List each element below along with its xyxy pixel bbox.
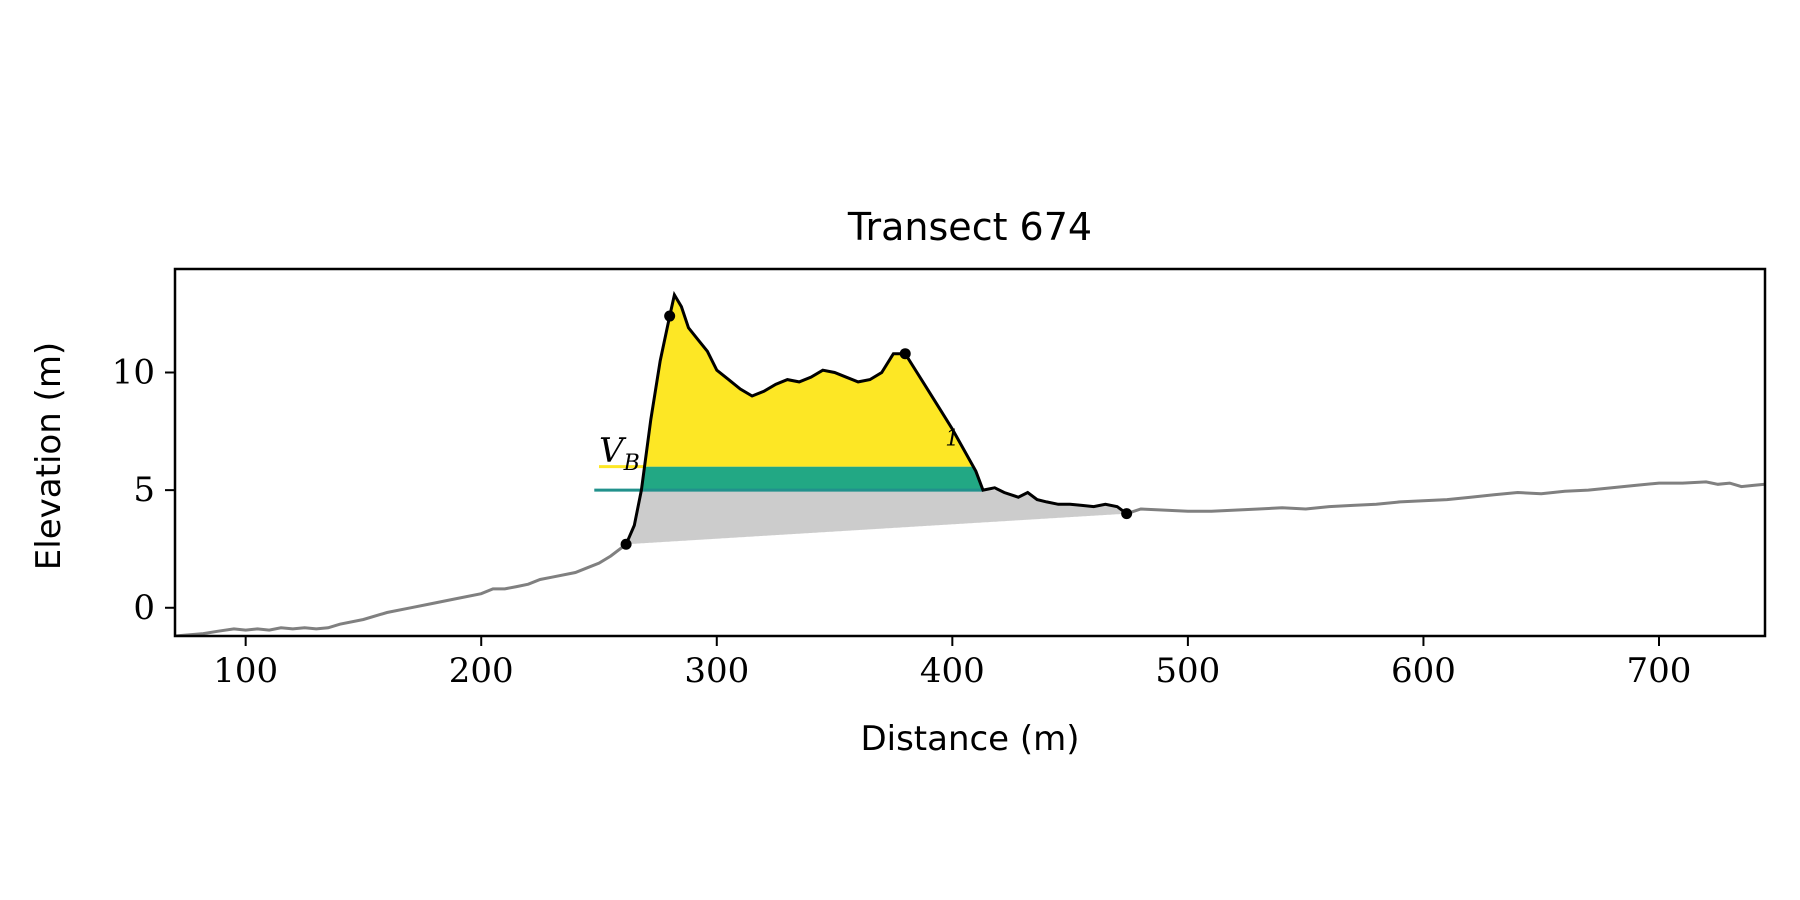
- profile-lines: [175, 290, 1765, 636]
- volume-between-fill: [641, 466, 983, 491]
- annotation-2: 1: [945, 426, 959, 451]
- x-tick-label: 700: [1627, 651, 1692, 691]
- x-tick-label: 600: [1391, 651, 1456, 691]
- annotation-subscript: 1: [945, 426, 959, 451]
- water-level-lines: [594, 465, 983, 492]
- chart-title: Transect 674: [847, 205, 1092, 249]
- y-axis-label: Elevation (m): [29, 342, 69, 570]
- x-tick-label: 200: [449, 651, 514, 691]
- key-point-1: [620, 538, 632, 550]
- x-tick-label: 400: [920, 651, 985, 691]
- y-tick-label: 0: [133, 588, 155, 628]
- full-profile-line-left: [175, 543, 628, 636]
- x-tick-label: 500: [1155, 651, 1220, 691]
- dune-profile-line: [624, 290, 1128, 545]
- x-axis-ticks: 100 200 300 400 500 600 700: [213, 636, 1691, 691]
- key-point-3: [899, 348, 911, 360]
- annotation-subscript: B: [623, 451, 640, 476]
- x-tick-label: 300: [684, 651, 749, 691]
- key-points: [620, 310, 1133, 550]
- full-profile-line-right: [1126, 480, 1765, 516]
- plot-frame: [173, 267, 1767, 638]
- volume-above-fill: [644, 296, 974, 467]
- key-point-2: [664, 310, 676, 322]
- x-axis-label: Distance (m): [860, 719, 1079, 759]
- y-tick-label: 10: [112, 353, 155, 393]
- annotation-1: VB: [599, 431, 640, 476]
- x-tick-label: 100: [213, 651, 278, 691]
- key-point-4: [1121, 508, 1133, 520]
- volume-below-fill: [626, 490, 1127, 545]
- volume-fills: [626, 296, 1127, 545]
- plot-area: VB 1: [175, 290, 1765, 636]
- y-tick-label: 5: [133, 470, 155, 510]
- y-axis-ticks: 0 5 10: [112, 353, 175, 628]
- annotation-main: V: [599, 431, 627, 471]
- annotations: VB 1: [599, 426, 959, 475]
